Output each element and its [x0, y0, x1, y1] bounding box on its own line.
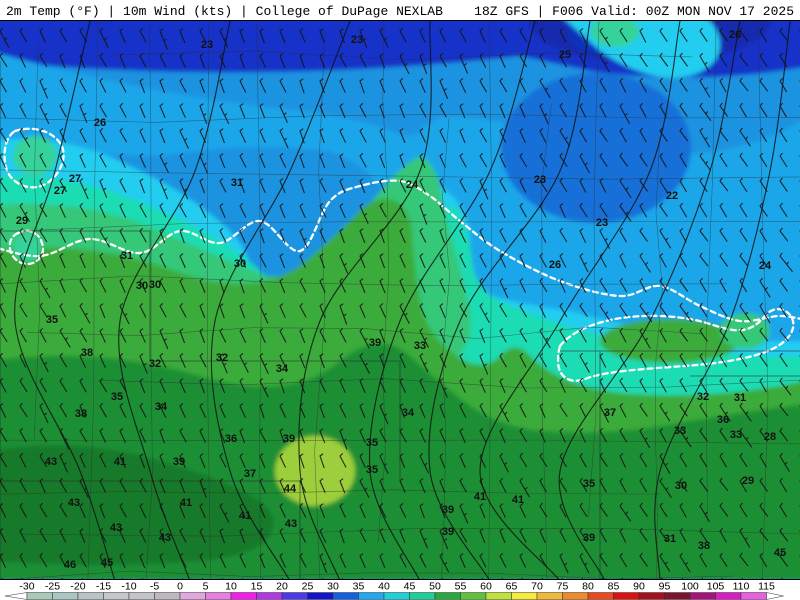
svg-text:39: 39	[442, 504, 454, 516]
svg-text:45: 45	[101, 557, 113, 569]
svg-text:46: 46	[64, 559, 76, 571]
svg-text:25: 25	[559, 49, 571, 61]
svg-text:45: 45	[404, 581, 416, 593]
svg-text:36: 36	[717, 414, 729, 426]
svg-text:110: 110	[733, 581, 750, 593]
svg-text:23: 23	[534, 174, 546, 186]
svg-text:30: 30	[149, 279, 161, 291]
svg-text:28: 28	[764, 431, 776, 443]
svg-text:33: 33	[414, 340, 426, 352]
svg-text:35: 35	[583, 478, 595, 490]
svg-text:34: 34	[276, 363, 289, 375]
svg-text:60: 60	[480, 581, 492, 593]
svg-text:65: 65	[506, 581, 518, 593]
svg-text:41: 41	[239, 510, 251, 522]
svg-text:33: 33	[674, 425, 686, 437]
svg-text:43: 43	[285, 518, 297, 530]
svg-text:39: 39	[442, 526, 454, 538]
svg-text:26: 26	[94, 117, 106, 129]
svg-text:115: 115	[758, 581, 775, 593]
svg-text:27: 27	[69, 173, 81, 185]
svg-text:105: 105	[707, 581, 725, 593]
svg-text:35: 35	[46, 314, 58, 326]
svg-text:43: 43	[45, 456, 57, 468]
svg-text:39: 39	[369, 337, 381, 349]
svg-text:44: 44	[284, 483, 297, 495]
svg-text:40: 40	[378, 581, 390, 593]
svg-text:39: 39	[173, 456, 185, 468]
svg-text:34: 34	[402, 407, 415, 419]
svg-text:-20: -20	[70, 581, 85, 593]
svg-text:24: 24	[406, 179, 419, 191]
svg-text:23: 23	[351, 34, 363, 46]
svg-text:30: 30	[136, 280, 148, 292]
svg-text:43: 43	[68, 497, 80, 509]
svg-text:80: 80	[582, 581, 594, 593]
svg-text:35: 35	[111, 391, 123, 403]
svg-text:32: 32	[697, 391, 709, 403]
svg-text:30: 30	[675, 480, 687, 492]
svg-text:31: 31	[734, 392, 746, 404]
svg-text:-10: -10	[121, 581, 136, 593]
svg-text:75: 75	[557, 581, 569, 593]
svg-text:30: 30	[327, 581, 339, 593]
svg-text:27: 27	[54, 185, 66, 197]
svg-text:41: 41	[474, 491, 486, 503]
svg-text:70: 70	[531, 581, 543, 593]
svg-text:20: 20	[276, 581, 288, 593]
svg-text:35: 35	[353, 581, 365, 593]
svg-text:26: 26	[729, 29, 741, 41]
svg-text:29: 29	[742, 475, 754, 487]
svg-text:36: 36	[225, 433, 237, 445]
svg-text:90: 90	[633, 581, 645, 593]
svg-text:31: 31	[121, 250, 133, 262]
svg-text:0: 0	[177, 581, 183, 593]
svg-text:-25: -25	[45, 581, 60, 593]
svg-text:32: 32	[149, 358, 161, 370]
svg-text:23: 23	[596, 217, 608, 229]
svg-text:38: 38	[81, 347, 93, 359]
svg-text:41: 41	[114, 456, 126, 468]
svg-text:43: 43	[110, 522, 122, 534]
svg-text:34: 34	[155, 401, 168, 413]
svg-text:41: 41	[512, 494, 524, 506]
svg-text:100: 100	[681, 581, 699, 593]
svg-text:37: 37	[604, 407, 616, 419]
svg-text:29: 29	[16, 215, 28, 227]
svg-text:95: 95	[659, 581, 671, 593]
svg-text:23: 23	[201, 39, 213, 51]
svg-text:24: 24	[759, 260, 772, 272]
svg-text:38: 38	[75, 408, 87, 420]
svg-text:26: 26	[549, 259, 561, 271]
svg-text:-30: -30	[19, 581, 34, 593]
svg-text:33: 33	[730, 429, 742, 441]
svg-text:-15: -15	[96, 581, 111, 593]
svg-text:22: 22	[666, 190, 678, 202]
svg-text:38: 38	[698, 540, 710, 552]
svg-text:50: 50	[429, 581, 441, 593]
svg-text:-5: -5	[150, 581, 159, 593]
svg-text:31: 31	[664, 533, 676, 545]
svg-text:41: 41	[180, 497, 192, 509]
svg-text:35: 35	[366, 464, 378, 476]
svg-text:31: 31	[231, 177, 243, 189]
svg-text:45: 45	[774, 547, 786, 559]
svg-text:30: 30	[234, 258, 246, 270]
svg-text:35: 35	[366, 437, 378, 449]
svg-text:55: 55	[455, 581, 467, 593]
svg-text:43: 43	[159, 532, 171, 544]
svg-text:5: 5	[203, 581, 209, 593]
svg-text:25: 25	[302, 581, 314, 593]
svg-text:85: 85	[608, 581, 620, 593]
svg-text:15: 15	[251, 581, 263, 593]
svg-text:39: 39	[583, 532, 595, 544]
svg-text:10: 10	[225, 581, 237, 593]
svg-text:39: 39	[283, 433, 295, 445]
svg-text:37: 37	[244, 468, 256, 480]
svg-text:32: 32	[216, 352, 228, 364]
